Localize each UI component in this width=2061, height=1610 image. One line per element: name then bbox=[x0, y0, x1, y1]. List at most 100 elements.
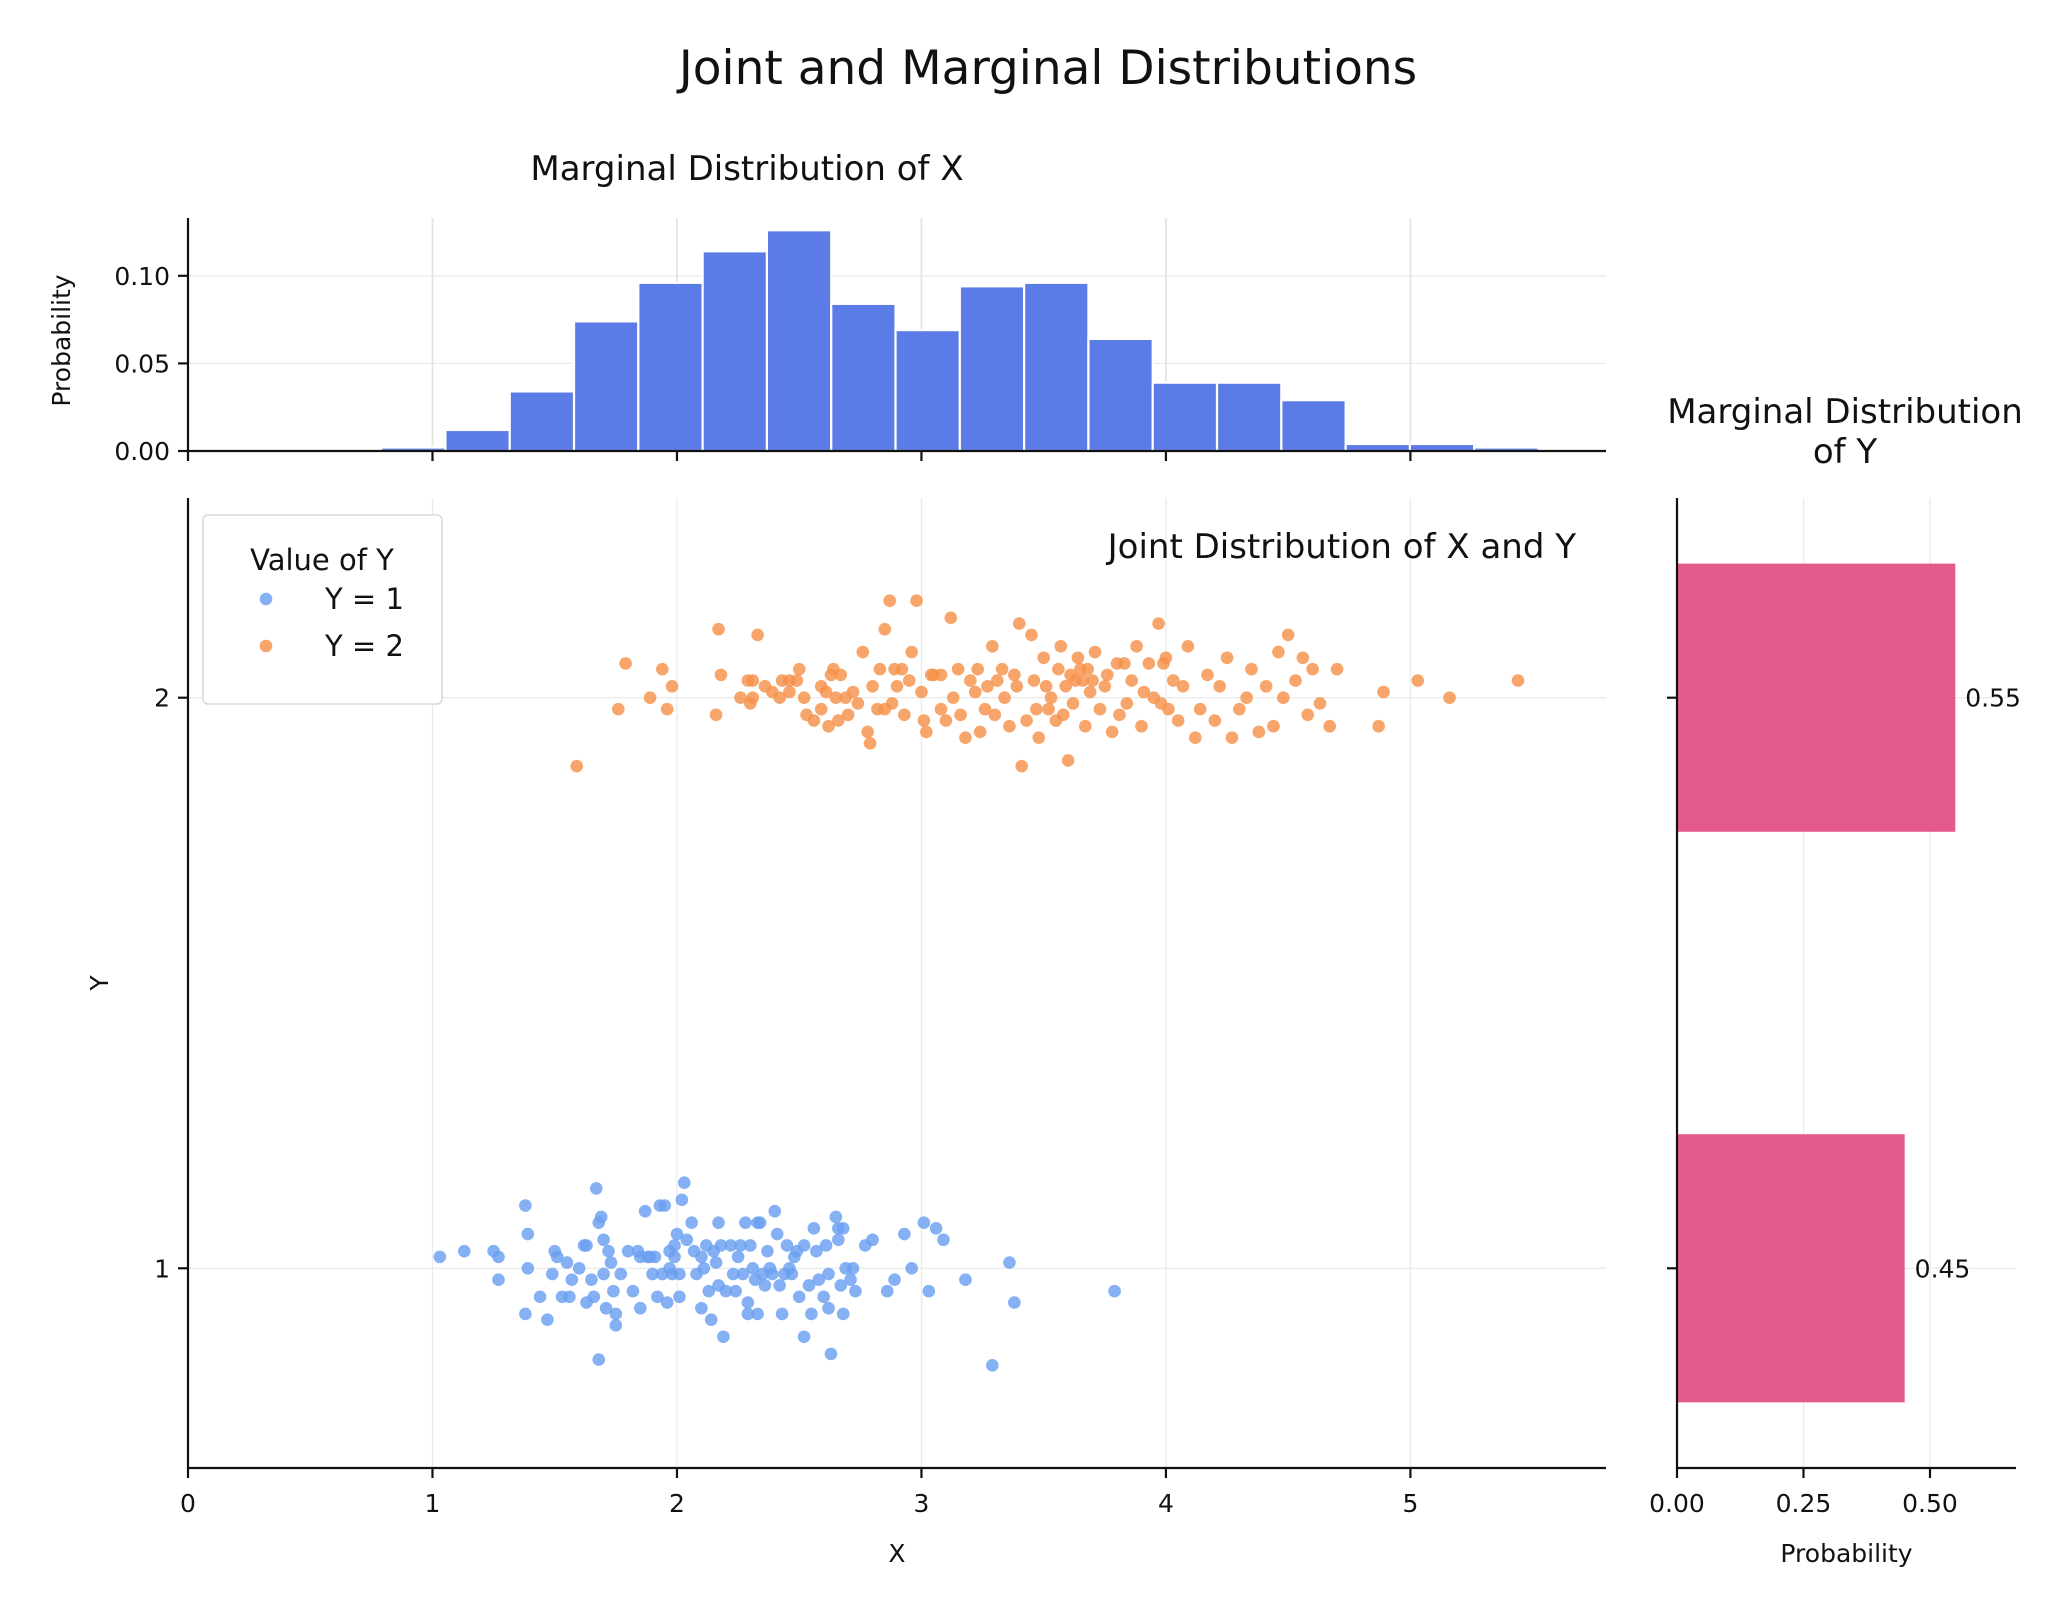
scatter-point bbox=[946, 691, 960, 705]
scatter-point bbox=[1193, 702, 1207, 716]
scatter-point bbox=[560, 1256, 574, 1269]
scatter-point bbox=[986, 640, 999, 653]
scatter-point bbox=[1003, 719, 1016, 733]
scatter-point bbox=[964, 674, 977, 687]
scatter-point bbox=[492, 1273, 505, 1287]
scatter-point bbox=[1059, 679, 1072, 693]
scatter-point bbox=[978, 702, 992, 716]
scatter-point bbox=[1330, 662, 1344, 676]
scatter-point bbox=[1100, 668, 1114, 682]
scatter-point bbox=[751, 628, 764, 642]
scatter-point bbox=[1120, 697, 1134, 710]
scatter-point bbox=[937, 1233, 950, 1247]
scatter-point bbox=[770, 1227, 784, 1241]
scatter-point bbox=[709, 708, 723, 722]
legend-label-1: Y = 1 bbox=[324, 582, 404, 616]
scatter-point bbox=[954, 708, 967, 722]
ybar-x-tick-label: 0.00 bbox=[1649, 1489, 1705, 1518]
legend-title: Value of Y bbox=[250, 543, 394, 577]
scatter-point bbox=[741, 1296, 755, 1309]
scatter-point bbox=[751, 1307, 764, 1321]
hist-bar bbox=[1280, 399, 1347, 453]
scatter-point bbox=[585, 1273, 598, 1287]
hist-bar bbox=[637, 281, 704, 453]
scatter-point bbox=[1181, 640, 1195, 653]
scatter-point bbox=[719, 1284, 733, 1298]
scatter-point bbox=[457, 1244, 471, 1258]
scatter-point bbox=[1301, 708, 1315, 722]
scatter-point bbox=[541, 1313, 554, 1326]
scatter-point bbox=[822, 1301, 835, 1315]
scatter-point bbox=[433, 1250, 447, 1264]
scatter-point bbox=[1020, 714, 1033, 727]
scatter-point bbox=[841, 708, 855, 722]
scatter-point bbox=[1411, 674, 1425, 687]
scatter-point bbox=[790, 674, 804, 687]
scatter-point bbox=[1030, 702, 1043, 716]
scatter-point bbox=[819, 685, 833, 699]
scatter-point bbox=[597, 1267, 610, 1281]
scatter-point bbox=[1176, 679, 1190, 693]
scatter-point bbox=[846, 685, 860, 699]
scatter-point bbox=[1076, 674, 1090, 687]
scatter-point bbox=[1083, 685, 1097, 699]
legend-frame bbox=[202, 514, 443, 705]
scatter-point bbox=[758, 1279, 772, 1292]
scatter-point bbox=[675, 1193, 689, 1207]
scatter-point bbox=[572, 1261, 586, 1275]
scatter-point bbox=[619, 657, 632, 670]
scatter-point bbox=[660, 702, 674, 716]
scatter-point bbox=[643, 691, 657, 705]
scatter-point bbox=[775, 1307, 789, 1321]
scatter-point bbox=[1166, 674, 1180, 687]
scatter-point bbox=[731, 1250, 745, 1264]
ybar-value-label: 0.55 bbox=[1965, 684, 2021, 713]
scatter-point bbox=[995, 662, 1009, 676]
hist-bar bbox=[830, 302, 897, 453]
scatter-point bbox=[824, 1347, 838, 1361]
scatter-point bbox=[638, 1204, 652, 1218]
hist-bar bbox=[765, 229, 833, 453]
scatter-point bbox=[597, 1233, 610, 1247]
scatter-point bbox=[1377, 685, 1390, 699]
scatter-point bbox=[1108, 1284, 1121, 1298]
scatter-point bbox=[883, 594, 896, 608]
scatter-point bbox=[951, 662, 965, 676]
scatter-point bbox=[1252, 725, 1266, 739]
scatter-point bbox=[981, 679, 994, 693]
ybar-bar bbox=[1677, 563, 1956, 832]
scatter-point bbox=[594, 1210, 608, 1224]
scatter-point bbox=[1010, 679, 1024, 693]
scatter-point bbox=[973, 725, 987, 739]
scatter-point bbox=[866, 1233, 879, 1247]
scatter-point bbox=[519, 1307, 532, 1321]
scatter-point bbox=[792, 1290, 806, 1304]
scatter-point bbox=[670, 1227, 684, 1241]
scatter-point bbox=[797, 1330, 811, 1344]
scatter-point bbox=[898, 708, 911, 722]
hist-bar bbox=[958, 285, 1026, 453]
scatter-point bbox=[1208, 714, 1222, 727]
scatter-point bbox=[726, 1267, 740, 1281]
scatter-point bbox=[836, 1307, 850, 1321]
scatter-point bbox=[668, 1239, 681, 1252]
scatter-point bbox=[998, 691, 1011, 705]
scatter-point bbox=[920, 725, 933, 739]
legend-label-2: Y = 2 bbox=[324, 629, 404, 663]
scatter-point bbox=[1086, 674, 1099, 687]
hist-y-tick-label: 0.10 bbox=[114, 262, 170, 291]
scatter-point bbox=[646, 1267, 659, 1281]
scatter-point bbox=[1201, 668, 1214, 682]
scatter-point bbox=[611, 702, 625, 716]
scatter-point bbox=[834, 668, 848, 682]
scatter-point bbox=[604, 1256, 618, 1269]
scatter-point bbox=[668, 1250, 681, 1264]
scatter-point bbox=[1159, 651, 1173, 665]
scatter-point bbox=[783, 685, 796, 699]
scatter-point bbox=[565, 1273, 579, 1287]
marginal-x-panel: 0.00 0.05 0.10 Marginal Distribution of X Pr… bbox=[47, 149, 1606, 466]
scatter-point bbox=[829, 691, 843, 705]
scatter-point bbox=[1015, 759, 1028, 773]
scatter-point bbox=[1225, 731, 1239, 744]
scatter-point bbox=[744, 1239, 757, 1252]
